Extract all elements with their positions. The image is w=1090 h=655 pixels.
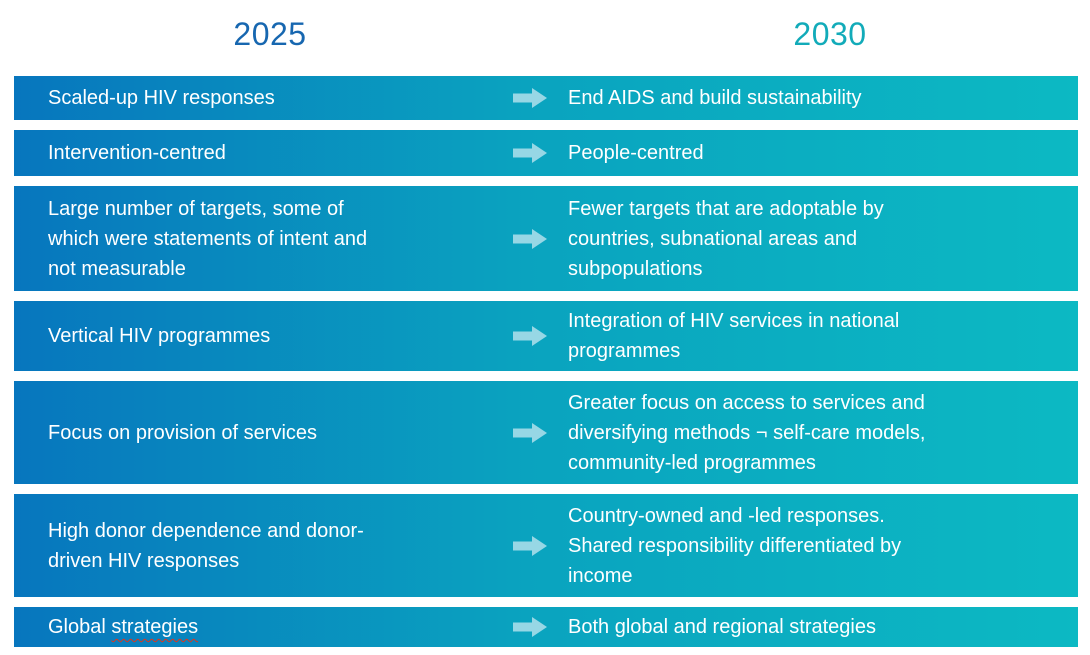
row-left-text: Global strategies	[48, 616, 199, 638]
right-arrow-icon	[492, 616, 568, 638]
comparison-row: High donor dependence and donor- driven …	[14, 494, 1078, 597]
row-right-text: Greater focus on access to services and …	[568, 391, 926, 474]
comparison-rows: Scaled-up HIV responses End AIDS and bui…	[14, 76, 1078, 647]
row-right-text: Fewer targets that are adoptable by coun…	[568, 197, 884, 280]
row-right-text: Both global and regional strategies	[568, 616, 876, 638]
row-left-text: Intervention-centred	[48, 142, 226, 164]
column-title-2025: 2025	[233, 16, 307, 52]
comparison-row: Global strategies Both global and region…	[14, 607, 1078, 647]
right-arrow-icon	[492, 325, 568, 347]
row-right-text: Country-owned and -led responses. Shared…	[568, 504, 902, 587]
right-arrow-icon	[492, 142, 568, 164]
row-right-text: Integration of HIV services in national …	[568, 310, 900, 362]
right-arrow-icon	[492, 228, 568, 250]
row-right-text: End AIDS and build sustainability	[568, 87, 862, 109]
misspelled-word: strategies	[111, 616, 199, 638]
column-title-2030: 2030	[793, 16, 867, 52]
row-right-text: People-centred	[568, 142, 704, 164]
row-left-text: Large number of targets, some of which w…	[48, 197, 368, 280]
comparison-row: Large number of targets, some of which w…	[14, 186, 1078, 291]
row-left-text: Vertical HIV programmes	[48, 325, 271, 347]
comparison-row: Vertical HIV programmes Integration of H…	[14, 301, 1078, 371]
right-arrow-icon	[492, 87, 568, 109]
row-left-text: High donor dependence and donor- driven …	[48, 519, 364, 572]
right-arrow-icon	[492, 535, 568, 557]
comparison-row: Intervention-centred People-centred	[14, 130, 1078, 176]
comparison-row: Focus on provision of services Greater f…	[14, 381, 1078, 484]
row-left-text: Focus on provision of services	[48, 421, 318, 444]
row-left-text: Scaled-up HIV responses	[48, 87, 275, 109]
right-arrow-icon	[492, 422, 568, 444]
comparison-row: Scaled-up HIV responses End AIDS and bui…	[14, 76, 1078, 120]
